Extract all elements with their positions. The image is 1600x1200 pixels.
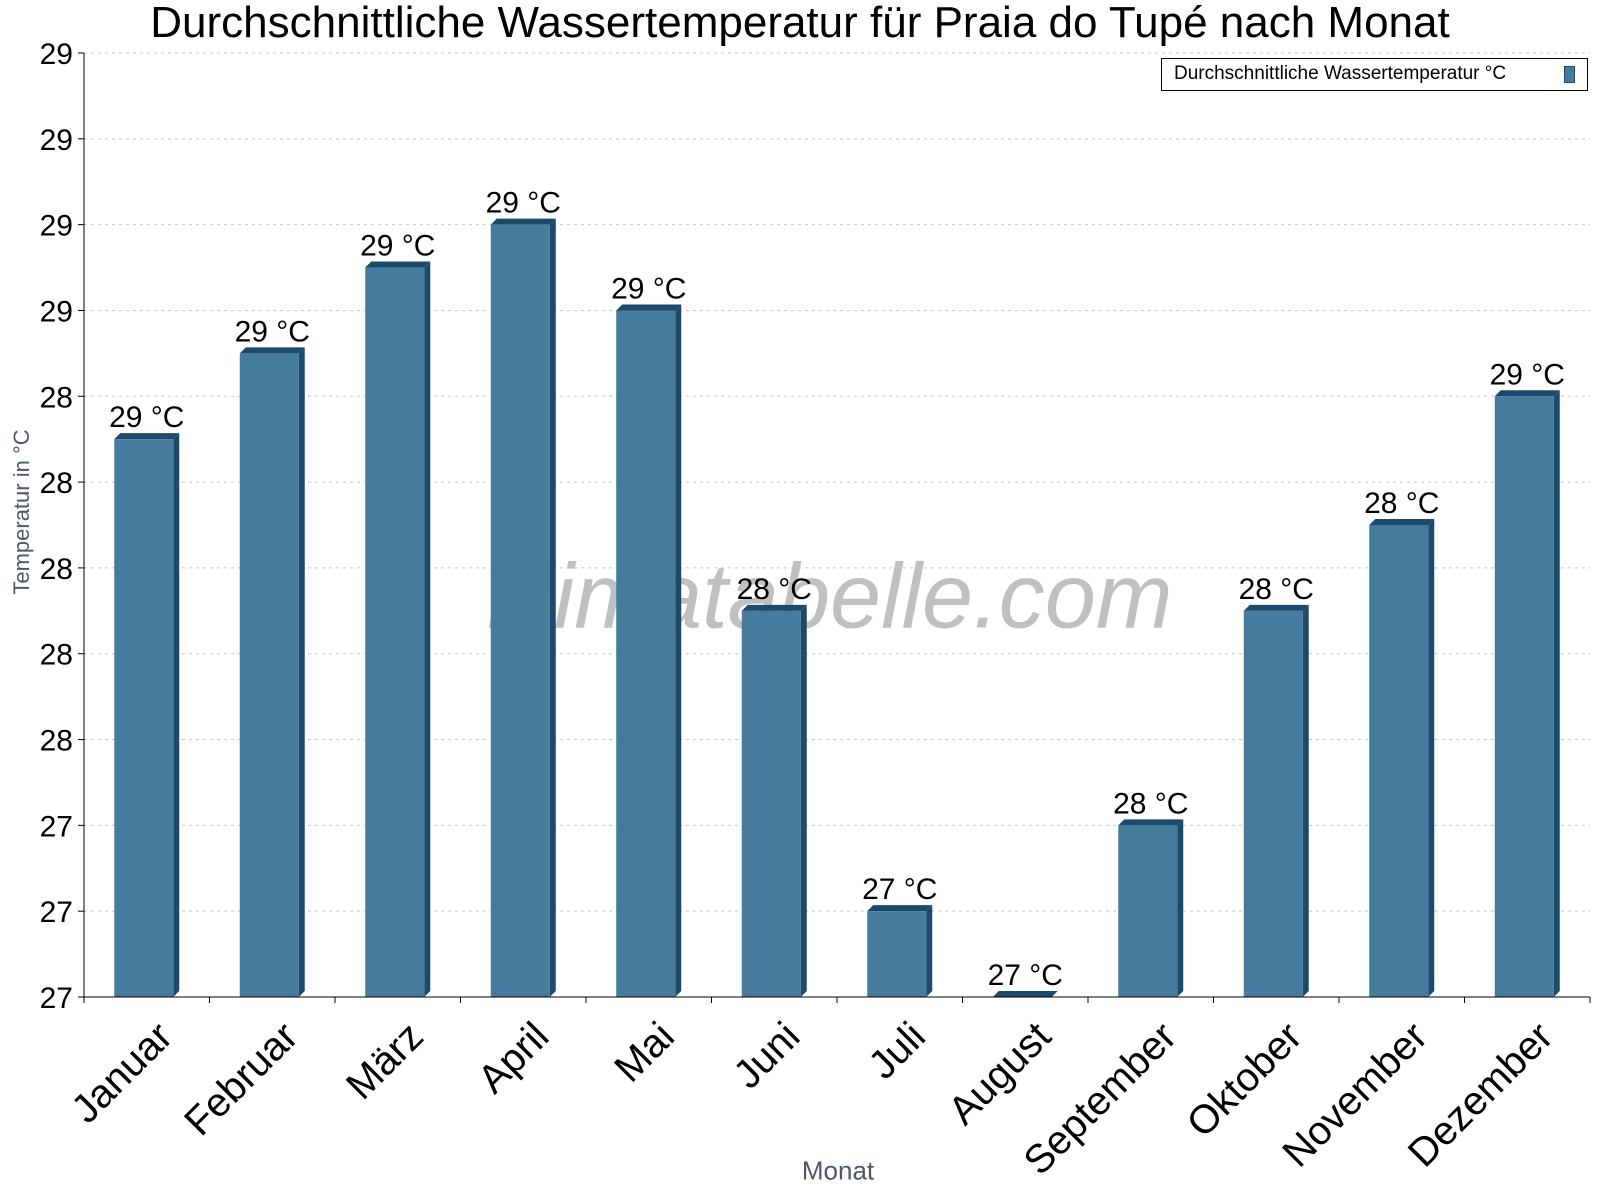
data-label: 29 °C [109,401,184,434]
bar-top [1243,604,1309,611]
bar-top [1118,819,1184,826]
bar-front [616,310,676,997]
legend-swatch [1564,66,1575,83]
bar-top [114,433,180,440]
data-label: 29 °C [486,187,561,220]
bar-side [173,433,180,997]
y-tick-label: 28 [40,639,73,672]
bar-front [365,267,425,998]
legend: Durchschnittliche Wassertemperatur °C [1161,58,1588,91]
bar-front [741,610,801,997]
data-label: 29 °C [1490,358,1565,391]
bar [114,433,180,997]
bar-front [239,353,299,997]
data-label: 28 °C [737,573,812,606]
y-tick-label: 28 [40,467,73,500]
bar [1243,604,1309,997]
x-tick-label: Mai [606,1014,683,1091]
bar-front [1118,825,1178,997]
bar [867,905,933,997]
bar-side [1302,604,1309,997]
legend-label: Durchschnittliche Wassertemperatur °C [1174,63,1507,84]
bar-side [1177,819,1184,997]
bar-front [1243,610,1303,997]
bar [239,347,305,997]
bar-front [867,911,927,997]
bar-top [239,347,305,354]
y-tick-label: 27 [40,896,73,929]
x-tick-label: April [470,1014,558,1102]
data-label: 29 °C [235,315,310,348]
y-tick-label: 29 [40,124,73,157]
data-label: 29 °C [360,230,435,263]
bar-top [992,991,1058,997]
x-tick-label: März [338,1014,432,1108]
bar-side [926,905,933,997]
bar [1369,519,1435,997]
bar [1494,390,1560,998]
bar-side [1428,519,1435,997]
bar-side [800,604,807,997]
bar-side [549,218,556,998]
x-tick-label: Juni [725,1014,808,1097]
data-label: 27 °C [988,959,1063,992]
data-label: 27 °C [862,873,937,906]
y-tick-label: 29 [40,295,73,328]
chart-title: Durchschnittliche Wassertemperatur für P… [150,0,1450,47]
bar-top [490,218,556,225]
data-label: 28 °C [1113,787,1188,820]
y-tick-label: 28 [40,381,73,414]
bar-top [867,905,933,912]
bar-side [675,304,682,997]
bar-side [1553,390,1560,998]
y-tick-label: 29 [40,38,73,71]
x-tick-label: August [940,1014,1059,1133]
data-label: 28 °C [1364,487,1439,520]
y-tick-label: 27 [40,810,73,843]
bar [490,218,556,998]
y-tick-label: 29 [40,210,73,243]
bar [1118,819,1184,997]
bar-front [114,439,174,997]
y-axis-label: Temperatur in °C [9,429,34,595]
bar-top [616,304,682,311]
y-tick-label: 28 [40,725,73,758]
bar-side [298,347,305,997]
watermark: klimatabelle.com [487,545,1173,648]
bar [741,604,807,997]
data-label: 28 °C [1239,573,1314,606]
x-tick-label: Februar [176,1014,306,1144]
bar [992,991,1058,997]
bar [616,304,682,997]
y-tick-label: 27 [40,982,73,1015]
bar-top [365,261,431,268]
bar [365,261,431,998]
bar-side [424,261,431,998]
bar-front [490,224,550,998]
data-label: 29 °C [611,272,686,305]
y-tick-label: 28 [40,553,73,586]
bar-top [741,604,807,611]
bar-front [1494,396,1554,998]
bar-top [1494,390,1560,397]
bar-top [1369,519,1435,525]
x-tick-label: Oktober [1179,1014,1311,1146]
bar-front [1369,525,1429,997]
x-tick-label: Januar [63,1014,181,1132]
x-axis-label: Monat [801,1155,875,1186]
x-tick-label: Juli [860,1014,934,1088]
